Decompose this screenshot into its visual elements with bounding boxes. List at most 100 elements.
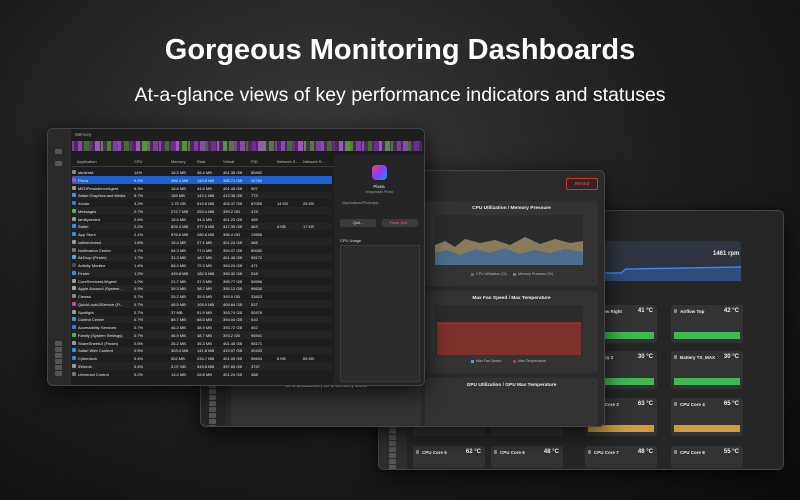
app-icon	[72, 286, 76, 291]
cell: 68.5 MB	[197, 317, 212, 323]
strip-segment	[77, 141, 82, 151]
cell: 2.6%	[134, 216, 144, 222]
cell: 409.84 GB	[223, 301, 243, 307]
sensor-value: 30 °C	[723, 354, 739, 360]
cell: 13558	[251, 232, 263, 237]
sensor-icon	[674, 309, 677, 313]
strip-segment	[228, 141, 235, 151]
app-name: Accessibility Services	[78, 325, 117, 330]
cell: 471	[251, 263, 258, 268]
cell: 46.9 MB	[171, 332, 186, 338]
cell: 65 KB	[303, 356, 314, 361]
app-icon	[72, 170, 76, 174]
cell: 478	[251, 208, 258, 214]
app-name: AirDrop (Finder)	[78, 255, 107, 261]
memory-strip	[72, 141, 422, 151]
cell: 3.07 GB	[171, 363, 186, 369]
cell: 413.35 GB	[223, 193, 243, 199]
cell: 377.5 MB	[197, 224, 215, 230]
sidebar-icon	[55, 347, 62, 352]
strip-segment	[130, 141, 132, 151]
strip-segment	[118, 141, 122, 151]
app-name: Universal Control	[78, 371, 109, 377]
strip-segment	[350, 141, 354, 151]
cell: 0.4%	[134, 363, 144, 369]
sensor-bar	[588, 425, 654, 432]
sidebar-icon	[55, 161, 62, 166]
sensor-label: Battery TS_MAX	[680, 355, 716, 360]
strip-segment	[205, 141, 209, 151]
app-icon	[72, 193, 76, 198]
sidebar-icon	[389, 459, 396, 464]
cell: 42780	[251, 177, 263, 183]
cell: 393.72 GB	[223, 325, 243, 330]
cell: 0.7%	[134, 332, 144, 338]
cell: 0.7%	[134, 317, 144, 323]
cell: 50492	[251, 170, 263, 175]
cell: 234.7 MB	[197, 356, 215, 361]
cell: 489	[251, 216, 258, 222]
legend-label: Max Fan Speed	[476, 359, 502, 363]
panel-title: CPU Utilization / Memory Pressure	[472, 206, 551, 211]
strip-segment	[257, 141, 264, 151]
row-stripe	[72, 238, 332, 246]
strip-segment	[333, 141, 335, 151]
cell: 17 KB	[303, 224, 314, 230]
strip-segment	[356, 141, 362, 151]
strip-segment	[396, 141, 401, 151]
sensor-bar	[588, 332, 654, 339]
cell: 15.4 MB	[171, 239, 186, 245]
sensor-value: 62 °C	[465, 449, 481, 455]
cell: 48.7 MB	[197, 255, 212, 261]
app-vendor: Imagetasks Pixea	[365, 190, 393, 194]
cell: 38.7 MB	[197, 286, 212, 292]
cell: 0.7%	[134, 294, 144, 299]
strip-segment	[153, 141, 159, 151]
row-stripe	[72, 269, 332, 277]
cell: 6 KB	[277, 356, 286, 361]
sensor-bar	[674, 332, 740, 339]
column-header: Memory	[171, 159, 186, 164]
strip-segment	[95, 141, 101, 151]
cell: 0.2%	[134, 371, 144, 377]
sensor-value: 63 °C	[637, 401, 653, 407]
cell: 64.3 MB	[171, 247, 186, 253]
legend-swatch	[513, 360, 516, 363]
strip-segment	[72, 141, 74, 151]
record-button[interactable]: Record	[566, 178, 598, 190]
cell: 519.8 MB	[197, 201, 215, 206]
cell: 77.0 MB	[197, 247, 212, 253]
cell: 537	[251, 301, 258, 307]
cell: 401.45 GB	[223, 340, 243, 346]
app-icon	[72, 340, 76, 345]
sidebar-icon	[55, 371, 62, 376]
cell: 397.65 GB	[223, 363, 243, 369]
app-name: Cyberduck	[78, 356, 98, 361]
app-name: Notification Center	[78, 247, 111, 253]
strip-segment	[188, 141, 190, 151]
cell: 3.2%	[134, 201, 144, 206]
sensor-label: Airflow Top	[680, 309, 705, 314]
cell: 502 MB	[171, 356, 185, 361]
app-icon	[72, 263, 76, 267]
cell: 395.32 GB	[223, 270, 243, 276]
cell: 39.3 MB	[171, 286, 186, 292]
sidebar	[48, 129, 71, 385]
row-stripe	[72, 362, 332, 370]
strip-segment	[251, 141, 256, 151]
cell: 51.9 MB	[197, 309, 212, 315]
sensor-value: 65 °C	[723, 401, 739, 407]
selected-row	[72, 176, 332, 184]
cell: 0.7%	[134, 309, 144, 315]
cell: 907	[251, 185, 258, 191]
app-name: Safari Graphics and Media	[78, 193, 126, 199]
force-quit-button[interactable]: Force Quit...	[382, 219, 418, 227]
strip-segment	[199, 141, 206, 151]
section-title: CPU Usage	[340, 238, 362, 243]
sidebar-icon	[209, 413, 216, 418]
app-name: MEDPersistenceAgent	[78, 185, 119, 191]
quit-button[interactable]: Quit...	[340, 219, 376, 227]
cell: 14%	[134, 170, 143, 175]
quit-label: Quit...	[352, 221, 364, 225]
strip-segment	[298, 141, 304, 151]
